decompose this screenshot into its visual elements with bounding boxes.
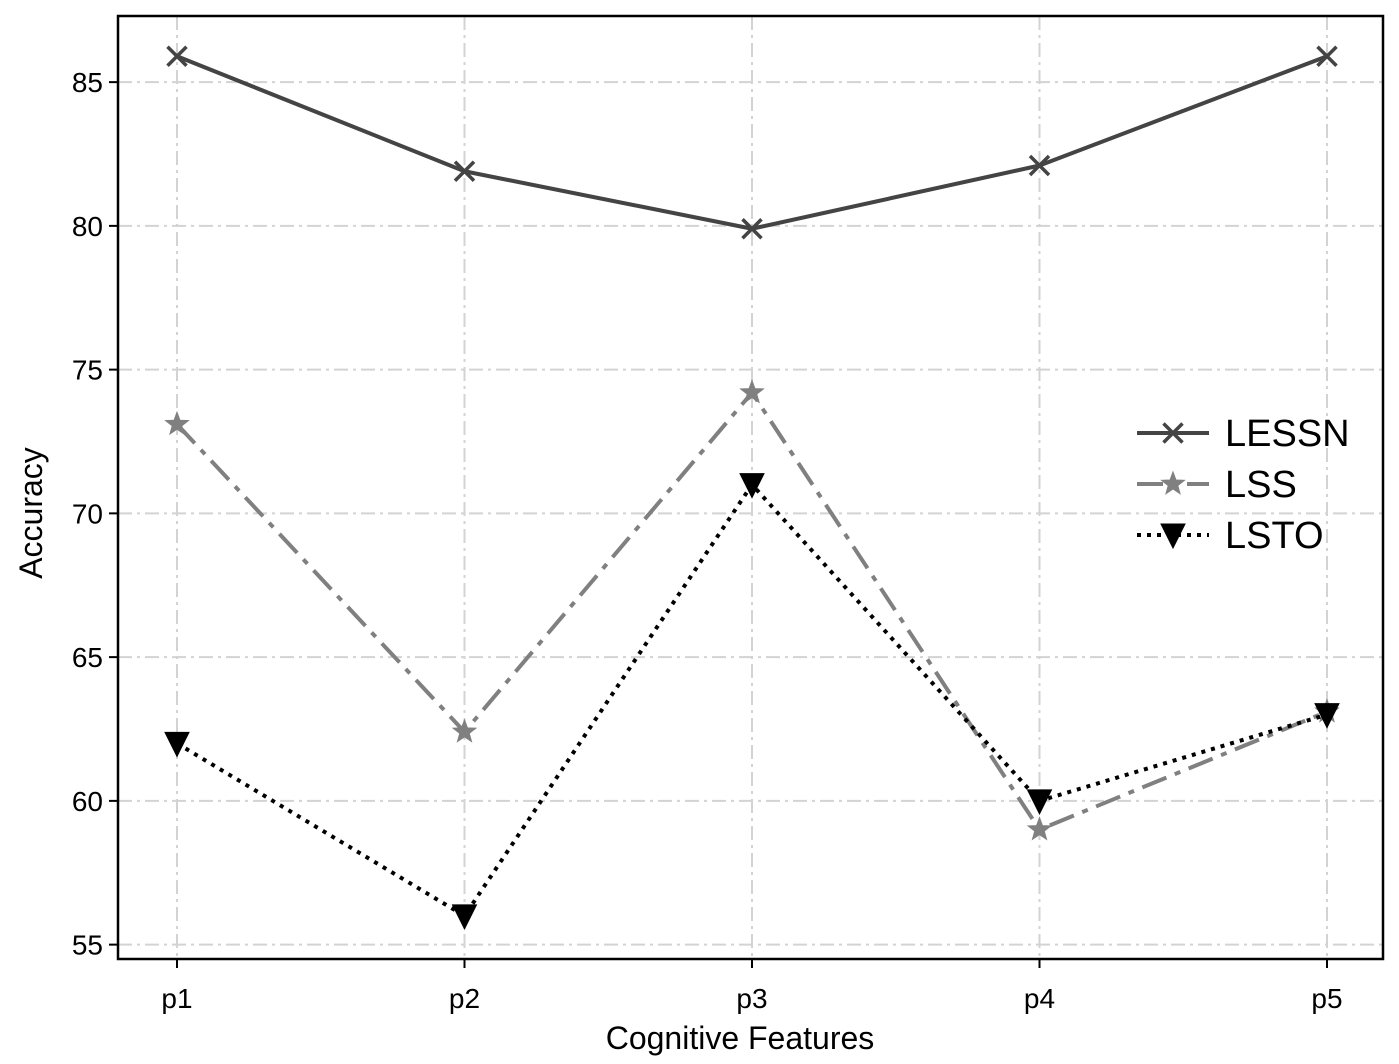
y-tick-label: 65 (72, 642, 103, 673)
y-tick-label: 80 (72, 211, 103, 242)
legend-marker-lessn (1162, 422, 1184, 444)
x-tick-label: p1 (161, 983, 192, 1014)
legend-label-lsto: LSTO (1225, 515, 1324, 557)
data-point-lsto (1314, 703, 1340, 729)
axes-layer: p1 p2 p3 p4 p5 55 60 65 70 75 80 85 (72, 67, 1343, 1014)
y-tick-label: 60 (72, 786, 103, 817)
y-tick-label: 75 (72, 355, 103, 386)
grid-lines (118, 16, 1383, 959)
legend-label-lessn: LESSN (1225, 413, 1350, 455)
legend-label-lss: LSS (1225, 464, 1297, 506)
data-point-lss (164, 410, 190, 436)
x-tick-label: p3 (736, 983, 767, 1014)
data-point-lessn (166, 45, 188, 67)
y-tick-label: 55 (72, 930, 103, 961)
x-tick-label: p4 (1024, 983, 1055, 1014)
series-layer (164, 45, 1340, 930)
legend-marker-lss (1160, 470, 1186, 495)
legend: LESSN LSS LSTO (1137, 413, 1350, 557)
data-point-lessn (741, 218, 763, 240)
data-point-lsto (451, 904, 478, 930)
y-tick-label: 85 (72, 67, 103, 98)
x-tick-label: p2 (449, 983, 480, 1014)
data-point-lss (1026, 816, 1053, 841)
plot-area-frame (116, 14, 1385, 961)
data-point-lessn (1028, 154, 1051, 177)
data-point-lss (739, 379, 765, 404)
data-point-lessn (1316, 45, 1338, 67)
y-axis-title: Accuracy (13, 447, 49, 579)
legend-marker-lsto (1160, 523, 1186, 550)
data-point-lessn (453, 160, 476, 182)
data-point-lsto (1026, 789, 1053, 815)
data-point-lss (451, 718, 478, 743)
data-point-lsto (739, 473, 765, 499)
x-axis-title: Cognitive Features (606, 1020, 875, 1056)
y-tick-label: 70 (72, 498, 103, 529)
data-point-lsto (164, 731, 190, 758)
x-tick-label: p5 (1311, 983, 1342, 1014)
